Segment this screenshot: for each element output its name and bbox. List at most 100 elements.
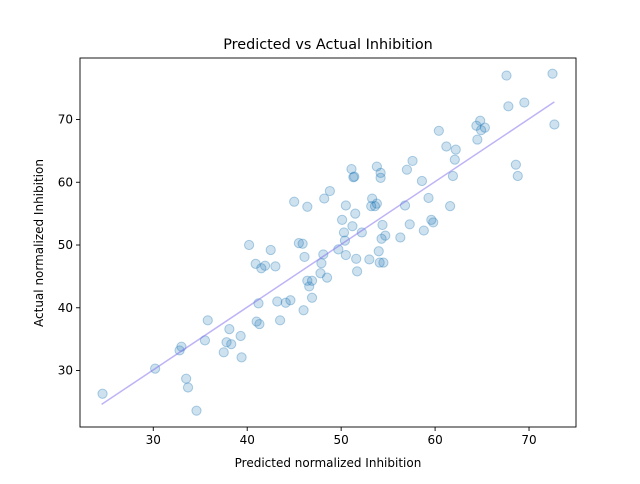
data-point: [510, 159, 521, 170]
data-point: [373, 246, 384, 257]
x-tick-label: 30: [146, 433, 161, 447]
data-point: [371, 161, 382, 172]
y-tick-label: 70: [58, 113, 73, 127]
data-point: [418, 225, 429, 236]
data-point: [221, 337, 232, 348]
data-point: [274, 315, 286, 326]
data-point: [298, 305, 309, 316]
data-point: [319, 193, 330, 204]
data-point: [347, 221, 358, 232]
data-point: [259, 260, 271, 271]
data-point: [302, 275, 313, 286]
data-point: [265, 244, 276, 256]
data-point: [340, 200, 351, 211]
data-point: [270, 261, 281, 272]
x-tick-label: 60: [427, 433, 442, 447]
data-point: [280, 297, 291, 308]
data-point: [501, 70, 512, 81]
data-point: [182, 382, 194, 393]
data-point: [404, 219, 415, 230]
data-point: [272, 296, 283, 307]
data-point: [447, 170, 459, 182]
data-point: [304, 281, 315, 292]
data-point: [235, 330, 246, 342]
data-point: [380, 230, 391, 241]
data-point: [226, 339, 237, 350]
data-point: [302, 201, 313, 212]
plot-area: 30 40 50 60 70 30 40 50 60 70: [58, 57, 577, 447]
data-point: [256, 263, 267, 274]
data-point: [476, 125, 487, 136]
data-point: [346, 163, 357, 175]
data-point: [519, 97, 530, 108]
y-tick-label: 40: [58, 301, 73, 315]
data-point: [293, 238, 304, 249]
axes-frame: [79, 57, 577, 428]
data-point: [306, 292, 318, 303]
data-point: [321, 272, 333, 283]
data-point: [318, 249, 329, 260]
data-point: [374, 257, 385, 268]
data-point: [352, 266, 363, 277]
data-point: [191, 405, 202, 416]
data-point: [324, 185, 335, 197]
data-point: [426, 214, 437, 226]
data-point: [428, 217, 439, 228]
data-point: [445, 201, 456, 212]
data-point: [174, 345, 185, 356]
data-point: [236, 352, 247, 363]
data-point: [243, 239, 255, 251]
data-point: [450, 144, 461, 155]
data-point: [315, 268, 326, 279]
data-point: [316, 258, 327, 269]
data-point: [97, 388, 108, 399]
data-point: [351, 253, 362, 264]
data-point: [433, 125, 444, 136]
data-point: [369, 201, 381, 212]
x-tick-label: 50: [334, 433, 349, 447]
data-point: [338, 227, 350, 238]
data-point: [472, 134, 483, 145]
data-point: [395, 232, 406, 243]
data-point: [224, 324, 235, 335]
data-point: [503, 101, 514, 112]
data-point: [401, 164, 413, 175]
data-point: [289, 196, 300, 207]
data-point: [375, 167, 386, 178]
data-point: [371, 198, 382, 209]
data-point: [378, 257, 389, 268]
y-tick-label: 60: [58, 175, 73, 189]
data-point: [449, 154, 460, 165]
x-tick-label: 40: [240, 433, 255, 447]
data-point: [479, 122, 490, 133]
data-point: [348, 172, 359, 183]
data-point: [376, 233, 387, 244]
data-point: [181, 373, 192, 384]
data-point: [366, 201, 377, 212]
data-point: [340, 249, 351, 261]
data-point: [375, 172, 386, 183]
data-point: [251, 316, 262, 327]
data-point: [475, 115, 486, 126]
data-point: [356, 227, 367, 238]
fit-line: [101, 101, 555, 406]
data-point: [350, 208, 361, 219]
x-tick-label: 70: [521, 433, 536, 447]
data-point: [349, 171, 360, 182]
data-point: [547, 68, 558, 79]
data-point: [306, 275, 318, 286]
data-point: [377, 219, 388, 231]
data-point: [512, 170, 523, 182]
data-point: [407, 155, 418, 167]
y-tick-label: 30: [58, 364, 73, 378]
data-point: [416, 175, 428, 187]
data-point: [202, 315, 213, 326]
data-point: [299, 251, 310, 263]
y-axis-label: Actual normalized Inhibition: [32, 159, 46, 327]
data-point: [471, 120, 482, 131]
data-point: [285, 295, 296, 306]
x-axis-label: Predicted normalized Inhibition: [235, 456, 422, 470]
